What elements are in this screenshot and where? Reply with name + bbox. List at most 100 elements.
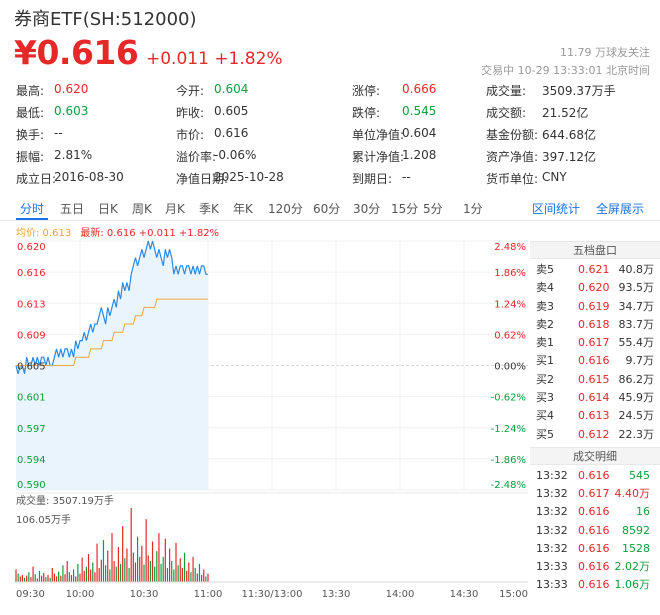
range-stats-button[interactable]: 区间统计 xyxy=(532,202,581,216)
volume-bar xyxy=(79,573,81,582)
volume-bar xyxy=(47,575,49,582)
volume-bar xyxy=(175,542,177,582)
volume-bar xyxy=(62,565,64,582)
volume-bar xyxy=(98,568,100,582)
volume-bar xyxy=(66,561,68,582)
tab-8[interactable]: 60分 xyxy=(313,202,341,216)
pct-axis-label: 0.62% xyxy=(494,330,526,341)
tab-5[interactable]: 季K xyxy=(199,202,219,216)
followers-count[interactable]: 11.79 万球友关注 xyxy=(560,46,650,59)
order-book-row: 卖4 0.620 93.5万 xyxy=(530,279,660,297)
tab-10[interactable]: 15分 xyxy=(391,202,419,216)
volume-bar xyxy=(75,576,77,582)
stat-label: 最低: xyxy=(16,106,45,120)
tab-3[interactable]: 周K xyxy=(132,202,152,216)
volume-max-label: 106.05万手 xyxy=(16,513,71,526)
stat-value: 0.605 xyxy=(214,104,249,118)
stat-value: 1.208 xyxy=(402,148,437,162)
volume-bar xyxy=(169,548,171,582)
stat-item: 成立日: 2016-08-30 xyxy=(16,170,124,187)
order-book-panel: 五档盘口 卖5 0.621 40.8万 卖4 0.620 93.5万 卖3 0.619 34.7… xyxy=(530,241,660,594)
stat-value: 644.68亿 xyxy=(542,128,596,142)
y-axis-label: 0.594 xyxy=(17,455,46,466)
active-tab-indicator xyxy=(16,218,48,220)
volume-bar xyxy=(154,566,156,582)
volume-bar xyxy=(41,575,43,582)
trade-volume: 8592 xyxy=(622,523,650,537)
avg-price-legend: 均价: 0.613 xyxy=(16,228,72,239)
volume-bar xyxy=(23,577,26,582)
trade-time: 13:32 xyxy=(536,468,568,482)
tab-7[interactable]: 120分 xyxy=(268,202,303,216)
stat-item: 跌停: 0.545 xyxy=(352,104,436,121)
trade-time: 13:33 xyxy=(536,559,568,573)
trade-time: 13:32 xyxy=(536,487,568,501)
stat-label: 成交额: xyxy=(486,106,527,120)
volume-bar xyxy=(36,578,38,582)
stat-label: 成交量: xyxy=(486,84,527,98)
trade-volume: 2.02万 xyxy=(614,559,651,573)
stat-item: 单位净值: 0.604 xyxy=(352,126,436,143)
pct-axis-label: -1.24% xyxy=(491,424,526,435)
tab-2[interactable]: 日K xyxy=(98,202,118,216)
stat-label: 成立日: xyxy=(16,172,57,186)
fullscreen-button[interactable]: 全屏展示 xyxy=(596,202,645,216)
tab-6[interactable]: 年K xyxy=(233,202,253,216)
volume-bar xyxy=(64,574,66,582)
trade-volume: 1.06万 xyxy=(614,578,651,592)
volume-bar xyxy=(183,552,186,582)
volume-bar xyxy=(115,566,117,582)
volume-bar xyxy=(141,545,143,582)
volume-bar xyxy=(68,572,70,582)
trade-row: 13:32 0.616 545 xyxy=(530,467,660,485)
chart-tabs: 分时 五日 日K 周K 月K 季K 年K 120分 60分 30分 15分 5分 1分 区间统计 全屏展示 xyxy=(0,196,660,221)
volume-bar xyxy=(19,576,21,582)
stat-label: 货币单位: xyxy=(486,172,539,186)
y-axis-label: 0.605 xyxy=(17,362,46,373)
chart-legend: 均价: 0.613 最新: 0.616 +0.011 +1.82% xyxy=(16,224,219,239)
ob-level: 买1 xyxy=(536,354,554,368)
stat-label: 到期日: xyxy=(352,172,393,186)
volume-bar xyxy=(28,572,30,582)
trade-row: 13:32 0.617 4.40万 xyxy=(530,485,660,503)
ob-level: 卖2 xyxy=(536,317,554,331)
stat-item: 换手: -- xyxy=(16,126,63,143)
x-axis-label: 11:30/13:00 xyxy=(241,589,302,600)
volume-bar xyxy=(171,561,173,582)
tab-11[interactable]: 5分 xyxy=(423,202,443,216)
ob-level: 买2 xyxy=(536,372,554,386)
volume-bar xyxy=(21,575,23,582)
ob-volume: 24.5万 xyxy=(618,409,655,423)
volume-bar xyxy=(87,554,90,582)
x-axis-label: 14:30 xyxy=(450,589,479,600)
volume-bar xyxy=(105,565,107,582)
trade-row: 13:32 0.616 8592 xyxy=(530,522,660,540)
tab-4[interactable]: 月K xyxy=(165,202,185,216)
stat-label: 今开: xyxy=(176,84,205,98)
pct-axis-label: -0.62% xyxy=(491,393,526,404)
volume-bar xyxy=(17,573,19,582)
stat-label: 昨收: xyxy=(176,106,205,120)
volume-bar xyxy=(147,555,149,582)
volume-bar xyxy=(117,547,119,582)
volume-bar xyxy=(73,569,75,582)
y-axis-label: 0.601 xyxy=(17,393,46,404)
volume-bar xyxy=(190,572,192,582)
ob-volume: 86.2万 xyxy=(618,372,655,386)
tab-12[interactable]: 1分 xyxy=(463,202,483,216)
tab-1[interactable]: 五日 xyxy=(60,202,85,216)
ob-level: 卖3 xyxy=(536,299,554,313)
trading-status-time: 交易中 10-29 13:33:01 北京时间 xyxy=(481,64,650,77)
volume-bar xyxy=(132,552,134,582)
order-book-row: 卖3 0.619 34.7万 xyxy=(530,298,660,316)
volume-bar xyxy=(49,577,51,582)
tab-9[interactable]: 30分 xyxy=(353,202,381,216)
stat-item: 资产净值: 397.12亿 xyxy=(486,148,596,165)
price-area xyxy=(16,241,208,490)
tab-0[interactable]: 分时 xyxy=(20,202,45,216)
volume-bar xyxy=(26,575,28,582)
order-book-row: 买3 0.614 45.9万 xyxy=(530,389,660,407)
volume-bar xyxy=(55,576,58,582)
stat-value: 397.12亿 xyxy=(542,150,596,164)
